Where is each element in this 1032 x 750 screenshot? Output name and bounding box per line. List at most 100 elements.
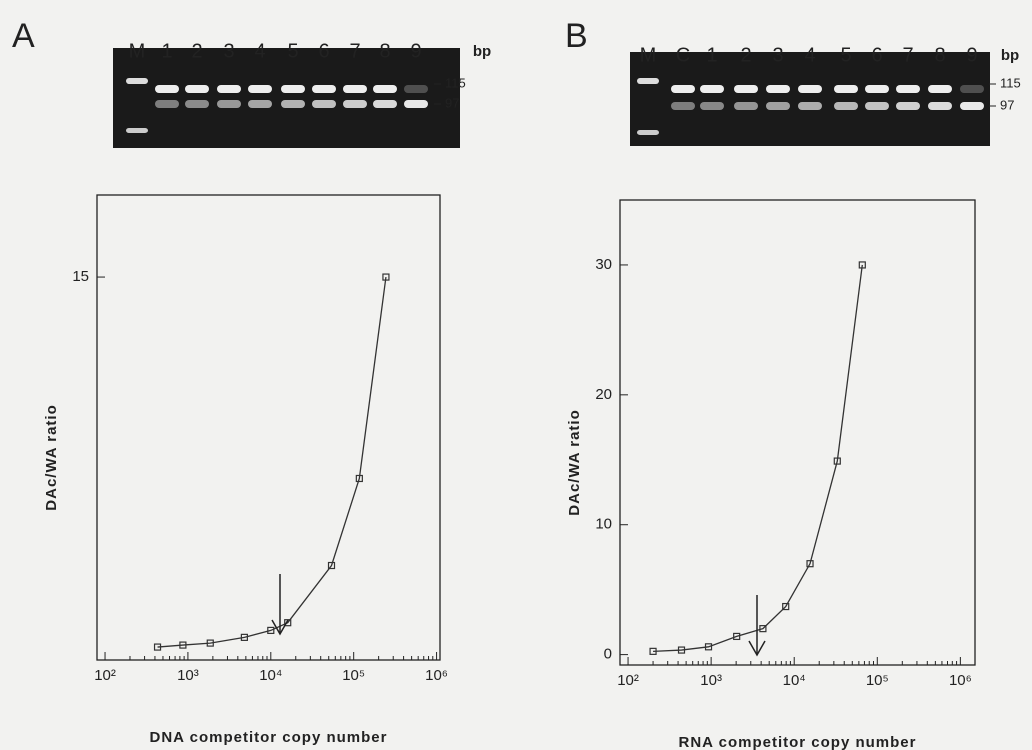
data-point	[704, 643, 713, 651]
lane-label: 1	[161, 40, 172, 62]
arrow-head	[748, 640, 766, 657]
gel-band	[671, 85, 695, 93]
lane-label: 4	[254, 40, 265, 62]
x-axis-label: RNA competitor copy number	[679, 734, 917, 750]
plot-frame	[619, 199, 976, 666]
x-tick-label: 10⁴	[259, 667, 282, 684]
gel-band	[185, 100, 209, 108]
panel-letter: B	[565, 17, 588, 55]
gel-band	[960, 85, 984, 93]
x-tick-label: 10⁵	[866, 672, 889, 689]
x-tick-label: 10²	[617, 672, 639, 689]
gel-band	[312, 85, 336, 93]
gel-band	[865, 102, 889, 110]
gel-band	[637, 78, 659, 84]
data-point	[649, 647, 657, 655]
gel-band	[700, 102, 724, 110]
gel-band	[312, 100, 336, 108]
x-tick-label: 10³	[177, 667, 199, 684]
data-point	[677, 646, 686, 654]
gel-band	[248, 85, 272, 93]
marker-size: 97	[445, 95, 459, 110]
lane-label: 3	[223, 40, 234, 62]
x-tick-label: 10⁴	[783, 672, 806, 689]
gel-band	[834, 85, 858, 93]
data-point	[153, 643, 162, 651]
gel-unit: bp	[473, 43, 491, 60]
gel-band	[865, 85, 889, 93]
gel-band	[960, 102, 984, 110]
data-point	[284, 619, 292, 627]
gel-unit: bp	[1001, 47, 1019, 64]
gel-band	[928, 85, 952, 93]
gel-band	[766, 85, 790, 93]
data-point	[206, 639, 214, 647]
arrow-head	[271, 619, 289, 636]
gel-band	[637, 130, 659, 135]
gel-band	[126, 128, 148, 133]
gel-band	[217, 85, 241, 93]
gel-band	[281, 85, 305, 93]
data-point	[759, 625, 767, 633]
gel-band	[185, 85, 209, 93]
gel-band	[343, 100, 367, 108]
x-tick-label: 10³	[700, 672, 722, 689]
data-point	[858, 261, 866, 269]
gel-band	[928, 102, 952, 110]
data-point	[267, 626, 275, 635]
fit-line	[653, 264, 863, 653]
data-point	[327, 561, 336, 570]
gel-band	[700, 85, 724, 93]
lane-label: 7	[349, 40, 360, 62]
data-point	[240, 633, 248, 641]
lane-label: 8	[934, 44, 945, 66]
x-tick-label: 10⁶	[949, 672, 972, 689]
gel-band	[834, 102, 858, 110]
gel-band	[798, 85, 822, 93]
lane-label: M	[129, 40, 146, 62]
gel-band	[404, 85, 428, 93]
gel-band	[155, 100, 179, 108]
data-point	[733, 632, 741, 641]
lane-label: 2	[191, 40, 202, 62]
data-point	[382, 273, 390, 281]
y-tick-label: 15	[72, 268, 89, 285]
lane-label: 3	[772, 44, 783, 66]
y-tick-label: 0	[604, 646, 612, 663]
gel-band	[896, 102, 920, 110]
marker-size: 115	[1000, 75, 1021, 90]
lane-label: C	[676, 44, 690, 66]
data-point	[782, 602, 790, 611]
lane-label: 8	[379, 40, 390, 62]
gel-band	[281, 100, 305, 108]
gel-band	[373, 85, 397, 93]
gel-band	[126, 78, 148, 84]
data-point	[179, 641, 187, 649]
lane-label: 2	[740, 44, 751, 66]
lane-label: 5	[287, 40, 298, 62]
gel-image	[113, 48, 460, 148]
gel-band	[896, 85, 920, 93]
lane-label: 5	[840, 44, 851, 66]
lane-label: M	[640, 44, 657, 66]
gel-band	[798, 102, 822, 110]
lane-label: 9	[966, 44, 977, 66]
lane-label: 1	[706, 44, 717, 66]
y-tick-label: 10	[595, 516, 612, 533]
fit-line	[157, 276, 387, 648]
data-point	[833, 457, 841, 465]
data-point	[806, 560, 814, 568]
plot-frame	[96, 194, 441, 661]
marker-size: 115	[445, 75, 466, 90]
y-tick-label: 20	[595, 386, 612, 403]
lane-label: 6	[318, 40, 329, 62]
gel-band	[766, 102, 790, 110]
lane-label: 7	[902, 44, 913, 66]
lane-label: 4	[804, 44, 815, 66]
gel-image	[630, 52, 990, 146]
y-axis-label: DAc/WA ratio	[43, 404, 60, 510]
data-point	[355, 474, 363, 483]
gel-band	[155, 85, 179, 93]
gel-band	[404, 100, 428, 108]
